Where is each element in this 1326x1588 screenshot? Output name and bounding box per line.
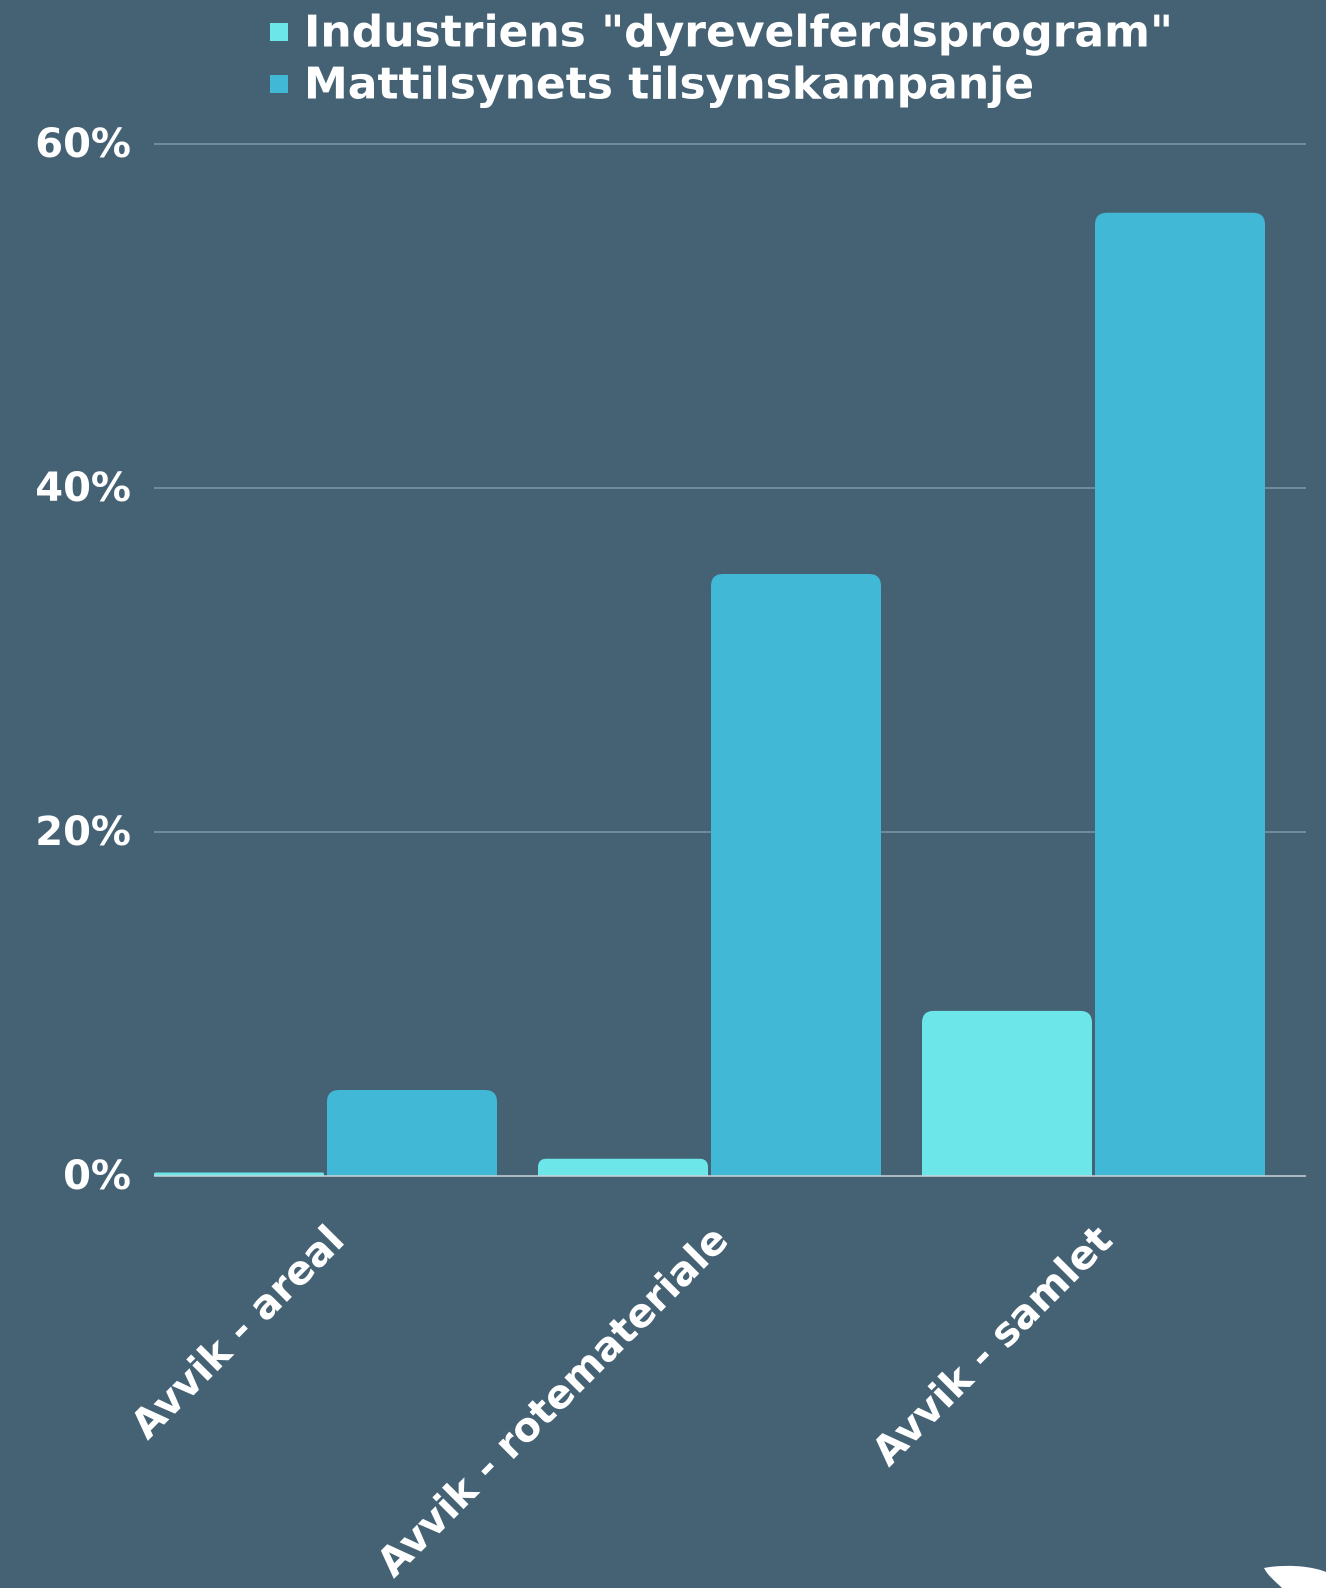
y-axis: 0% 20% 40% 60% bbox=[35, 121, 131, 1199]
legend-swatch-1 bbox=[270, 23, 288, 41]
bar-2-1 bbox=[327, 1090, 497, 1176]
x-tick-label: Avvik - rotemateriale bbox=[368, 1217, 737, 1586]
bar-1-2 bbox=[538, 1158, 708, 1176]
y-tick-label: 60% bbox=[35, 121, 131, 167]
y-tick-label: 0% bbox=[63, 1153, 131, 1199]
logo bbox=[1264, 1565, 1326, 1588]
legend: Industriens "dyrevelferdsprogram"Mattils… bbox=[270, 7, 1173, 110]
y-tick-label: 20% bbox=[35, 809, 131, 855]
bar-1-3 bbox=[922, 1010, 1092, 1176]
x-tick-label: Avvik - samlet bbox=[863, 1217, 1121, 1475]
bar-2-3 bbox=[1095, 212, 1265, 1177]
legend-label-2: Mattilsynets tilsynskampanje bbox=[304, 59, 1034, 110]
x-axis: Avvik - areal Avvik - rotemateriale Avvik … bbox=[122, 1217, 1121, 1586]
leaf-logo bbox=[1264, 1565, 1326, 1588]
legend-label-1: Industriens "dyrevelferdsprogram" bbox=[304, 7, 1173, 58]
x-tick-label: Avvik - areal bbox=[122, 1217, 353, 1448]
legend-swatch-2 bbox=[270, 75, 288, 93]
bar-1-1 bbox=[154, 1172, 324, 1176]
y-tick-label: 40% bbox=[35, 465, 131, 511]
bar-2-2 bbox=[711, 574, 881, 1176]
bars bbox=[154, 212, 1265, 1177]
